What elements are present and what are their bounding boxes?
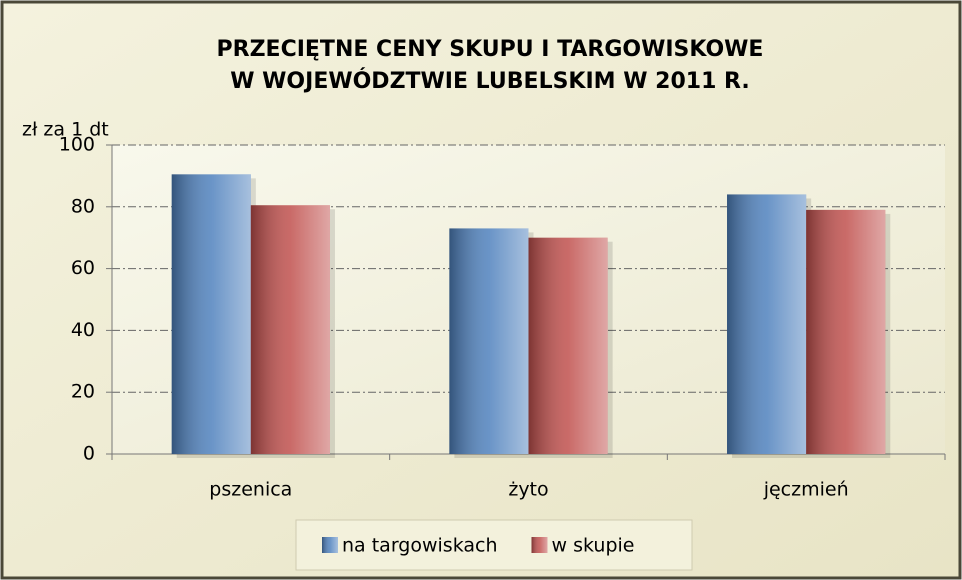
- legend-swatch-shade: [531, 537, 548, 553]
- y-tick-label: 20: [71, 381, 95, 403]
- y-axis-label: zł za 1 dt: [22, 119, 109, 141]
- legend-label: w skupie: [552, 535, 635, 557]
- y-tick-label: 60: [71, 257, 95, 279]
- x-tick-label: żyto: [508, 479, 548, 501]
- bar-shade: [528, 237, 608, 454]
- bar-shade: [171, 174, 251, 455]
- x-tick-label: pszenica: [209, 479, 292, 501]
- legend: [295, 519, 693, 571]
- legend-label: na targowiskach: [342, 535, 498, 557]
- x-tick-label: jęczmień: [763, 479, 849, 501]
- y-tick-label: 0: [83, 443, 95, 465]
- y-tick-label: 80: [71, 195, 95, 217]
- chart-title: PRZECIĘTNE CENY SKUPU I TARGOWISKOWE: [217, 37, 764, 62]
- bar-shade: [449, 228, 529, 454]
- bar-shade: [727, 194, 807, 454]
- bar-shade: [250, 205, 330, 454]
- bar-shade: [806, 209, 886, 454]
- chart-title: W WOJEWÓDZTWIE LUBELSKIM W 2011 R.: [230, 68, 750, 94]
- legend-swatch-shade: [322, 537, 338, 553]
- y-tick-label: 100: [59, 134, 95, 156]
- y-tick-label: 40: [71, 319, 95, 341]
